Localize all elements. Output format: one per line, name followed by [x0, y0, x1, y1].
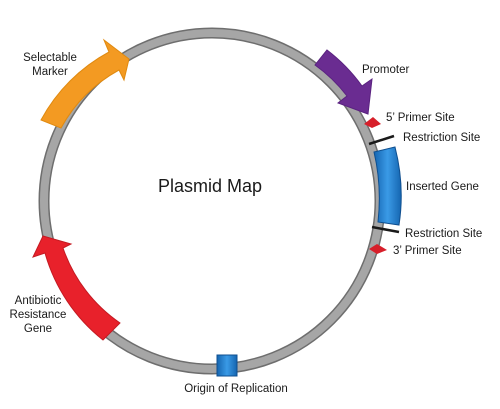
antibiotic-resistance-label-line-1: Antibiotic [15, 295, 62, 307]
antibiotic-resistance-arrow [32, 235, 121, 341]
promoter-arrow [314, 49, 373, 115]
promoter-label: Promoter [362, 64, 409, 76]
diagram-title: Plasmid Map [158, 176, 262, 196]
restriction-site-1-marker [368, 134, 395, 146]
restriction-site-2-label: Restriction Site [405, 228, 482, 240]
primer-5-label: 5’ Primer Site [386, 112, 455, 124]
antibiotic-resistance-label-line-2: Resistance [10, 309, 67, 321]
inserted-gene-block [373, 146, 402, 226]
primer-3-marker [369, 244, 387, 254]
restriction-site-1-label: Restriction Site [403, 132, 480, 144]
selectable-marker-arrow [40, 38, 130, 129]
inserted-gene-label: Inserted Gene [406, 181, 479, 193]
selectable-marker-label-line-2: Marker [32, 66, 68, 78]
primer-3-label: 3’ Primer Site [393, 245, 462, 257]
antibiotic-resistance-label-line-3: Gene [24, 323, 52, 335]
origin-of-replication-label: Origin of Replication [184, 383, 288, 395]
primer-5-marker [364, 117, 381, 128]
origin-of-replication-block [216, 354, 238, 377]
selectable-marker-label-line-1: Selectable [23, 52, 77, 64]
restriction-site-2-marker [371, 225, 400, 234]
